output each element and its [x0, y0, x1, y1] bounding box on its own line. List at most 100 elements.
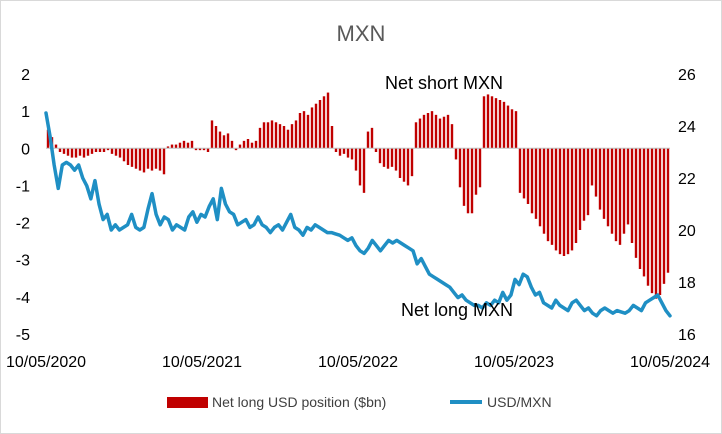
- bar-20: [126, 148, 130, 165]
- bar-116: [510, 109, 514, 149]
- bar-120: [526, 148, 530, 204]
- bar-95: [426, 113, 430, 149]
- legend-line-label: USD/MXN: [487, 394, 552, 410]
- bar-113: [498, 100, 502, 149]
- bar-78: [358, 148, 362, 186]
- bar-56: [270, 120, 274, 149]
- bar-66: [310, 107, 314, 149]
- bar-2: [54, 144, 58, 149]
- right-tick-5: 16: [678, 327, 696, 344]
- bar-151: [650, 148, 654, 294]
- bar-27: [154, 148, 158, 169]
- bar-75: [346, 148, 350, 158]
- bar-6: [70, 148, 74, 158]
- bar-9: [82, 148, 86, 158]
- bar-99: [442, 116, 446, 149]
- bar-138: [598, 148, 602, 210]
- bar-18: [118, 148, 122, 158]
- left-tick-5: -3: [16, 253, 30, 270]
- bar-131: [570, 148, 574, 251]
- bar-149: [642, 148, 646, 277]
- bar-142: [614, 148, 618, 242]
- bar-106: [470, 148, 474, 214]
- bar-8: [78, 148, 82, 156]
- bar-146: [630, 148, 634, 243]
- bar-41: [210, 120, 214, 149]
- bar-42: [214, 126, 218, 149]
- bar-0: [46, 129, 50, 149]
- bar-10: [86, 148, 90, 156]
- bar-32: [174, 144, 178, 149]
- bar-152: [654, 148, 658, 299]
- bar-123: [538, 148, 542, 227]
- bar-57: [274, 122, 278, 149]
- bar-15: [106, 148, 110, 151]
- bar-153: [658, 148, 662, 295]
- bar-139: [602, 148, 606, 219]
- bar-23: [138, 148, 142, 171]
- bar-29: [162, 148, 166, 175]
- bar-39: [202, 148, 206, 151]
- right-axis-ticks: 26 24 22 20 18 16: [678, 67, 696, 344]
- bar-11: [90, 148, 94, 154]
- bar-49: [242, 140, 246, 149]
- x-tick-3: 10/05/2023: [474, 354, 554, 371]
- left-tick-0: 2: [21, 67, 30, 84]
- bar-22: [134, 148, 138, 169]
- bar-103: [458, 148, 462, 188]
- bar-98: [438, 118, 442, 149]
- bar-147: [634, 148, 638, 258]
- bar-60: [286, 129, 290, 149]
- bar-19: [122, 148, 126, 162]
- bar-17: [114, 148, 118, 156]
- bar-26: [150, 148, 154, 171]
- bar-47: [234, 148, 238, 151]
- bar-134: [582, 148, 586, 221]
- chart-title: MXN: [337, 21, 386, 46]
- bar-51: [250, 142, 254, 149]
- bar-67: [314, 103, 318, 149]
- bar-108: [478, 148, 482, 188]
- bar-81: [370, 127, 374, 149]
- bar-111: [490, 96, 494, 149]
- bar-38: [198, 148, 202, 151]
- line-layer: [44, 111, 672, 318]
- bar-112: [494, 98, 498, 149]
- bar-46: [230, 140, 234, 149]
- bar-58: [278, 124, 282, 149]
- bar-155: [666, 148, 670, 273]
- bar-100: [446, 114, 450, 149]
- bar-50: [246, 139, 250, 149]
- bar-148: [638, 148, 642, 269]
- annotation-net-long: Net long MXN: [401, 300, 513, 320]
- bar-119: [522, 148, 526, 199]
- bar-64: [302, 111, 306, 149]
- bar-59: [282, 126, 286, 149]
- bar-34: [182, 140, 186, 149]
- left-tick-7: -5: [16, 327, 30, 344]
- bar-125: [546, 148, 550, 242]
- bar-3: [58, 148, 62, 152]
- right-tick-4: 18: [678, 275, 696, 292]
- bar-72: [334, 148, 338, 152]
- bar-25: [146, 148, 150, 169]
- bar-140: [606, 148, 610, 227]
- bar-36: [190, 140, 194, 149]
- bar-105: [466, 148, 470, 214]
- bar-43: [218, 131, 222, 149]
- bar-52: [254, 140, 258, 149]
- bar-136: [590, 148, 594, 186]
- bar-92: [414, 122, 418, 149]
- bar-97: [434, 114, 438, 149]
- bar-73: [338, 148, 342, 156]
- bar-31: [170, 144, 174, 149]
- bar-126: [550, 148, 554, 245]
- x-axis-ticks: 10/05/2020 10/05/2021 10/05/2022 10/05/2023…: [6, 354, 710, 371]
- bar-145: [626, 148, 630, 225]
- bar-137: [594, 148, 598, 197]
- bar-77: [354, 148, 358, 171]
- bar-68: [318, 100, 322, 149]
- bar-14: [102, 148, 106, 152]
